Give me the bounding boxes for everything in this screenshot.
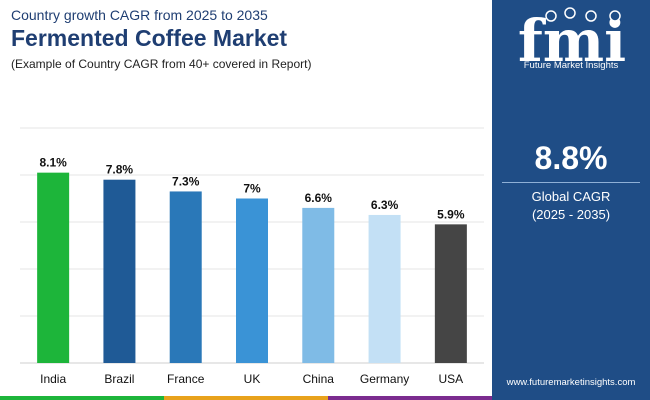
x-tick-india: India — [40, 372, 66, 386]
logo-icon-3 — [585, 10, 597, 22]
bar-china — [302, 207, 335, 363]
logo-text: Future Market Insights — [523, 60, 619, 71]
value-label-uk: 7% — [243, 182, 261, 196]
bottom-strip-purple — [328, 396, 492, 400]
bar-india — [37, 172, 70, 363]
x-tick-usa: USA — [439, 372, 464, 386]
chart-note: (Example of Country CAGR from 40+ covere… — [11, 57, 312, 71]
bar-chart: 8.1% India 7.8% Brazil 7.3% France 7% UK 6.6% Chi… — [20, 127, 484, 386]
chart-subtitle: Country growth CAGR from 2025 to 2035 — [11, 7, 268, 23]
x-tick-brazil: Brazil — [104, 372, 134, 386]
bar-france — [169, 191, 202, 363]
global-cagr-label: Global CAGR — [531, 189, 611, 204]
value-label-usa: 5.9% — [437, 207, 465, 221]
divider — [502, 182, 640, 183]
chart-panel: Country growth CAGR from 2025 to 2035 Fe… — [0, 7, 492, 400]
x-tick-germany: Germany — [360, 372, 409, 386]
chart-title: Fermented Coffee Market — [11, 25, 288, 51]
bar-brazil — [103, 179, 136, 363]
value-label-germany: 6.3% — [371, 198, 399, 212]
x-tick-france: France — [167, 372, 205, 386]
fmi-logo: fmi — [518, 7, 626, 70]
logo-icon-1 — [545, 10, 557, 22]
x-tick-uk: UK — [244, 372, 261, 386]
global-cagr-range: (2025 - 2035) — [531, 207, 611, 222]
logo-icon-2 — [564, 7, 576, 19]
bar-usa — [434, 224, 467, 363]
bar-germany — [368, 214, 401, 363]
logo-icon-4 — [609, 10, 621, 22]
value-label-china: 6.6% — [305, 191, 333, 205]
bottom-color-strip — [0, 396, 492, 400]
value-label-france: 7.3% — [172, 174, 200, 188]
x-tick-china: China — [303, 372, 335, 386]
global-cagr-value: 8.8% — [534, 140, 608, 176]
bottom-strip-orange — [164, 396, 328, 400]
value-label-india: 8.1% — [39, 156, 67, 170]
website-url: www.futuremarketinsights.com — [506, 377, 636, 388]
value-label-brazil: 7.8% — [106, 163, 134, 177]
bar-uk — [236, 198, 268, 363]
summary-sidebar: fmi Future Market Insights 8.8% Global C… — [492, 0, 650, 400]
bottom-strip-green — [0, 396, 164, 400]
